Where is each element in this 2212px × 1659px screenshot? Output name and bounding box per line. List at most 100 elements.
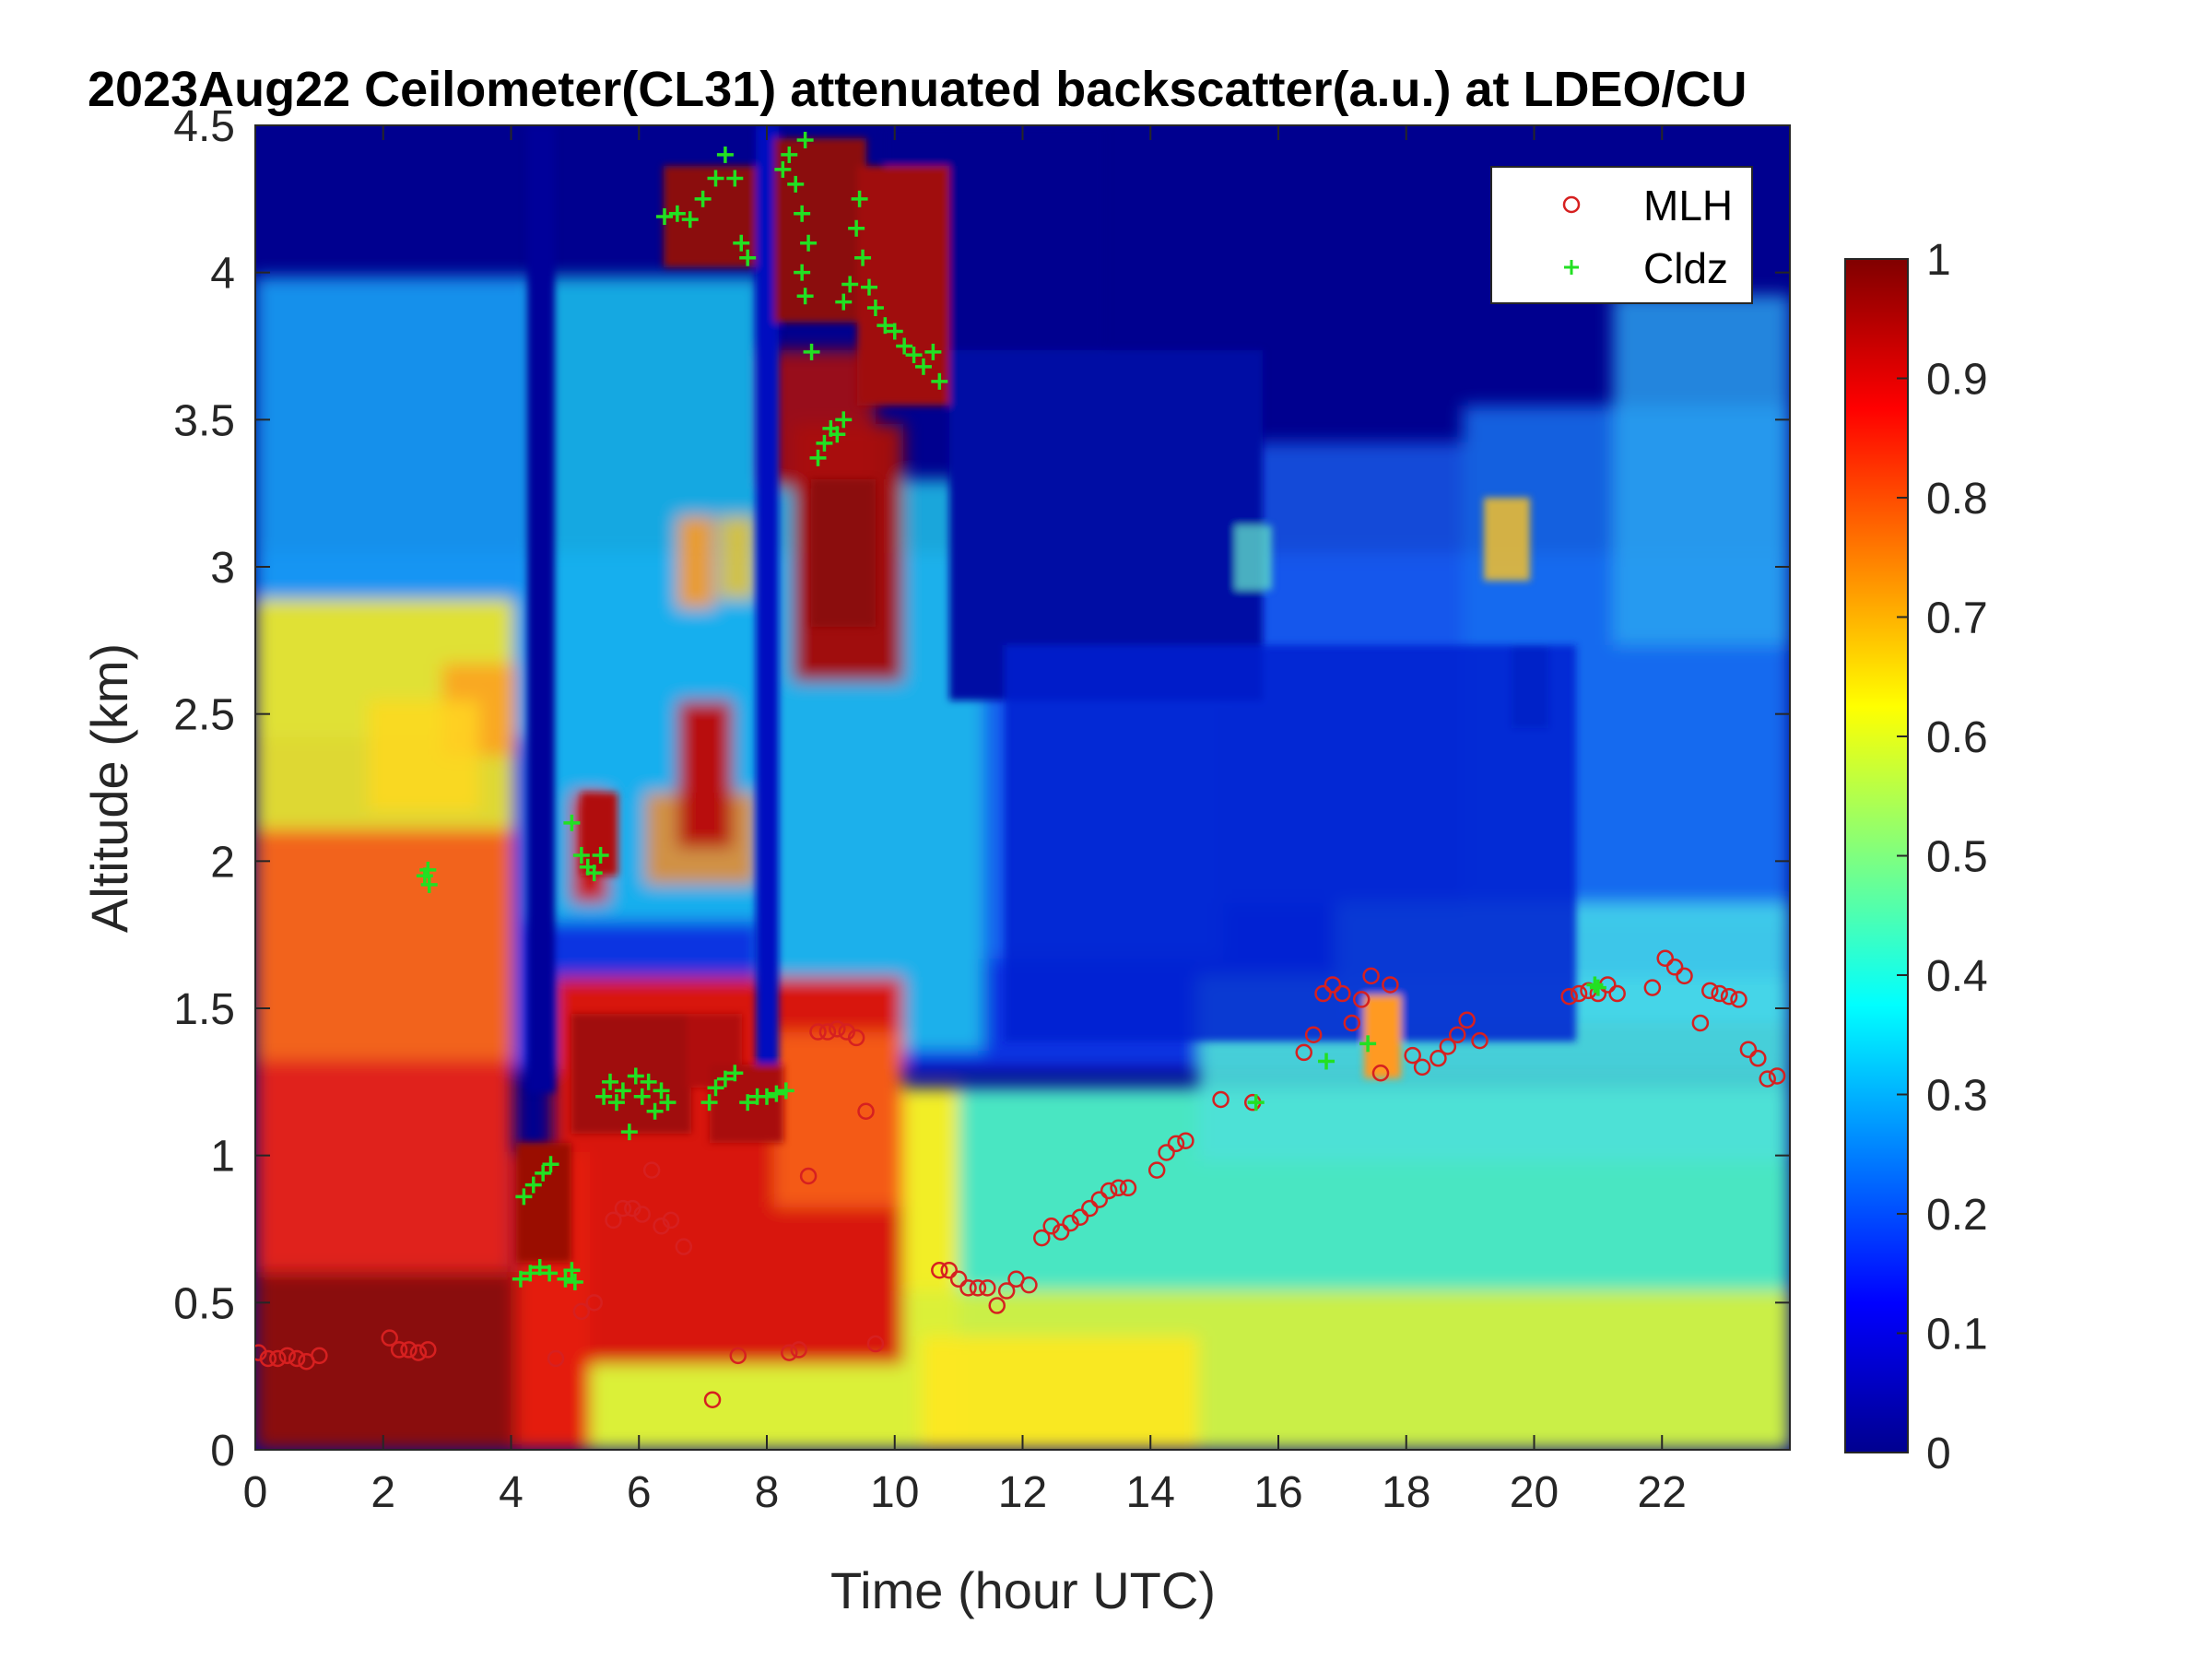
cldz-point [541, 1265, 559, 1282]
legend-label-mlh: MLH [1643, 182, 1733, 229]
mlh-point [572, 1302, 591, 1321]
mlh-point [829, 1020, 846, 1038]
y-axis-label: Altitude (km) [80, 643, 138, 933]
cldz-point [572, 846, 590, 864]
cldz-point [640, 1073, 657, 1090]
mlh-point [642, 1161, 661, 1179]
mlh-point [1404, 1046, 1421, 1065]
mlh-point [390, 1341, 408, 1359]
cldz-point [700, 1094, 718, 1112]
x-axis-label: Time (hour UTC) [830, 1561, 1216, 1619]
cldz-point [854, 249, 872, 266]
cldz-point [419, 861, 437, 878]
mlh-point [781, 1344, 798, 1361]
cldz-point [726, 170, 744, 187]
y-tick-label: 2 [210, 838, 235, 887]
cldz-point [768, 1085, 785, 1102]
mlh-point [857, 1102, 875, 1121]
mlh-point [1656, 949, 1674, 967]
mlh-point [1739, 1041, 1758, 1058]
mlh-point [1071, 1208, 1089, 1226]
mlh-point [1749, 1050, 1767, 1067]
cldz-point [835, 411, 853, 429]
mlh-point [959, 1279, 977, 1297]
mlh-point [1449, 1026, 1466, 1043]
cldz-point [531, 1259, 548, 1277]
mlh-point [1334, 984, 1351, 1003]
mlh-point [1033, 1229, 1051, 1247]
mlh-point [1382, 976, 1399, 994]
mlh-point [1458, 1011, 1476, 1030]
cldz-point [800, 234, 818, 252]
mlh-point [949, 1270, 968, 1288]
cldz-point [614, 1082, 631, 1100]
mlh-point [419, 1341, 437, 1359]
mlh-point [633, 1206, 651, 1223]
cldz-point [739, 249, 757, 266]
cldz-point [905, 347, 923, 364]
mlh-point [1720, 987, 1738, 1006]
cldz-point [733, 234, 750, 252]
mlh-point [1100, 1182, 1118, 1200]
mlh-point [1413, 1058, 1431, 1077]
cldz-point [716, 146, 734, 163]
x-tick-label: 22 [1638, 1468, 1687, 1517]
mlh-point [1560, 987, 1578, 1006]
mlh-point [1371, 1065, 1390, 1082]
cldz-point [774, 160, 792, 178]
x-tick-label: 14 [1126, 1468, 1175, 1517]
cldz-point [809, 449, 827, 466]
cldz-point [656, 207, 673, 225]
cldz-point [866, 299, 884, 316]
cldz-point [777, 1082, 794, 1100]
mlh-point [1343, 1014, 1361, 1032]
mlh-point [1052, 1223, 1070, 1241]
cldz-point [816, 434, 833, 452]
cldz-point [653, 1082, 670, 1100]
y-tick-label: 0.5 [173, 1279, 235, 1328]
cldz-point [659, 1094, 677, 1112]
mlh-point [931, 1261, 948, 1279]
heatmap-detail [516, 125, 1576, 1263]
cldz-point [420, 876, 438, 893]
mlh-point [729, 1347, 747, 1365]
cldz-point [585, 865, 603, 882]
cldz-point [803, 343, 820, 360]
mlh-point [1110, 1179, 1127, 1197]
y-tick-label: 4 [210, 250, 235, 299]
cldz-point [787, 175, 805, 193]
cldz-point [796, 288, 814, 305]
cldz-point [1318, 1053, 1335, 1070]
cldz-point [794, 264, 811, 281]
y-tick-label: 2.5 [173, 691, 235, 740]
mlh-point [940, 1261, 958, 1279]
cldz-point [524, 1176, 542, 1194]
colorbar-tick-label: 0.7 [1926, 594, 1988, 643]
mlh-point [605, 1211, 622, 1230]
cldz-point [931, 372, 948, 390]
cldz-point [646, 1102, 664, 1120]
mlh-point [381, 1329, 398, 1347]
cldz-point [861, 278, 877, 296]
colorbar-tick-label: 0.2 [1926, 1191, 1988, 1240]
cldz-point [633, 1088, 651, 1105]
mlh-point [1430, 1050, 1447, 1067]
mlh-point [1643, 979, 1662, 996]
cldz-point [522, 1265, 539, 1282]
cldz-point [851, 190, 868, 207]
colorbar-ticks: 0 0.1 0.2 0.3 0.4 0.5 0.6 0.7 0.8 0.9 1 [1897, 236, 1988, 1478]
mlh-point [1439, 1038, 1457, 1055]
y-tick-label: 3 [210, 544, 235, 593]
cldz-point [1247, 1094, 1265, 1112]
cldz-point [914, 358, 932, 375]
colorbar: 0 0.1 0.2 0.3 0.4 0.5 0.6 0.7 0.8 0.9 1 [1844, 236, 1988, 1478]
mlh-point [1711, 984, 1728, 1003]
cldz-point [716, 1070, 734, 1088]
x-tick-label: 0 [243, 1468, 268, 1517]
y-tick-label: 4.5 [173, 102, 235, 151]
mlh-point [1665, 959, 1684, 976]
x-tick-label: 18 [1382, 1468, 1430, 1517]
cldz-point [694, 190, 712, 207]
mlh-point [1212, 1090, 1230, 1109]
cldz-point [602, 1073, 619, 1090]
